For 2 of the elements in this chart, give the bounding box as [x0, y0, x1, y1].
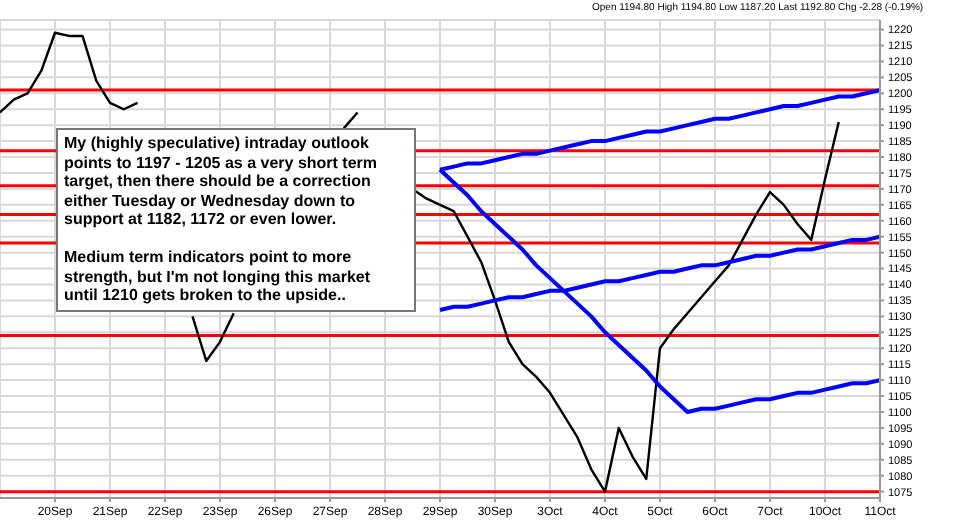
annotation: My (highly speculative) intraday outlook points to 1197 - 1205 as a very short term target, then there should be a correction either Tuesday or Wednesday down to support at 1182, 1172 or even lower.: [64, 134, 380, 230]
annotation: Medium term indicators point to more strength, but I'm not longing this market until 1210 gets broken to the upside..: [64, 247, 373, 306]
